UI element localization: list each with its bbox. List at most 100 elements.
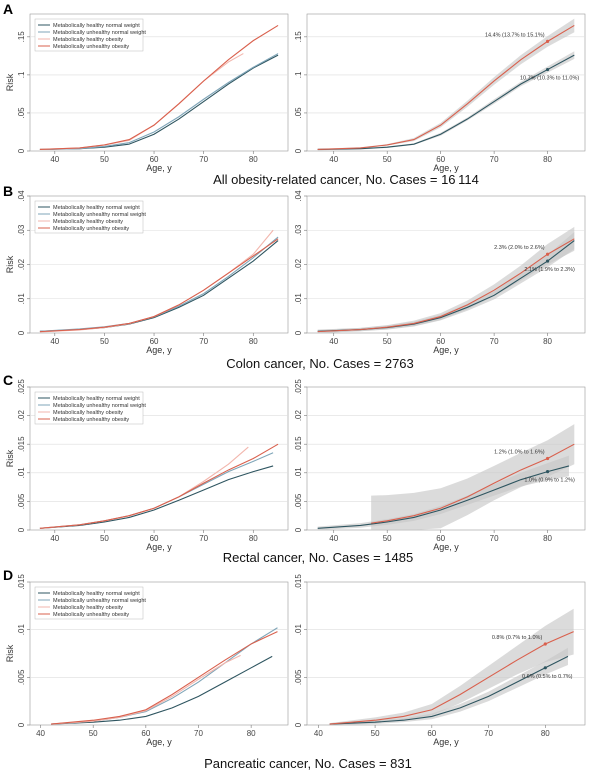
- x-tick-label: 60: [150, 155, 159, 164]
- caption-a: All obesity-related cancer, No. Cases = …: [213, 172, 479, 187]
- y-tick-label: .05: [17, 107, 26, 119]
- y-tick-label: .005: [294, 669, 303, 685]
- x-tick-label: 70: [199, 155, 208, 164]
- legend-label-mho: Metabolically healthy obesity: [53, 605, 123, 611]
- x-tick-label: 40: [50, 155, 59, 164]
- y-axis-label: Risk: [5, 73, 15, 91]
- legend-label-mho: Metabolically healthy obesity: [53, 219, 123, 225]
- y-tick-label: .1: [17, 71, 26, 78]
- panel-label-b: B: [3, 183, 13, 199]
- x-tick-label: 50: [371, 729, 380, 738]
- legend-box: [34, 18, 144, 52]
- y-tick-label: .005: [17, 493, 26, 509]
- x-tick-label: 80: [543, 337, 552, 346]
- panel-label-a: A: [3, 1, 13, 17]
- y-tick-label: 0: [294, 330, 303, 335]
- y-tick-label: .03: [294, 224, 303, 236]
- chart-d-left: 0 .005 .01 .015 40 50 60 70 80 Age, y Risk Metaboli…: [5, 574, 289, 747]
- legend-label-mho: Metabolically healthy obesity: [53, 37, 123, 43]
- x-tick-label: 40: [36, 729, 45, 738]
- x-axis-label: Age, y: [433, 163, 459, 173]
- legend-label-munw: Metabolically unhealthy normal weight: [53, 30, 146, 36]
- series-line-mhnw: [317, 54, 575, 151]
- series-line-muo: [317, 24, 575, 151]
- x-tick-label: 60: [436, 155, 445, 164]
- ci-band-muo: [329, 608, 574, 725]
- x-tick-label: 70: [490, 534, 499, 543]
- x-tick-label: 60: [436, 337, 445, 346]
- y-tick-label: .01: [294, 467, 303, 479]
- caption-c: Rectal cancer, No. Cases = 1485: [223, 550, 413, 565]
- x-tick-label: 80: [249, 534, 258, 543]
- x-axis-label: Age, y: [433, 737, 459, 747]
- y-tick-label: .02: [17, 409, 26, 421]
- panel-label-c: C: [3, 372, 13, 388]
- x-axis-label: Age, y: [146, 163, 172, 173]
- y-tick-label: .015: [294, 436, 303, 452]
- y-axis-label: Risk: [5, 644, 15, 662]
- series-line-mhnw: [51, 655, 273, 725]
- y-tick-label: 0: [17, 722, 26, 727]
- annotation-label-mhnw: 2.1% (1.9% to 2.3%): [524, 267, 575, 273]
- legend-label-muo: Metabolically unhealthy obesity: [53, 612, 129, 618]
- x-tick-label: 50: [89, 729, 98, 738]
- x-tick-label: 70: [199, 337, 208, 346]
- chart-d-right: 0 .005 .01 .015 40 50 60 70 80 Age, y 0.8% (0.7% t…: [294, 574, 586, 747]
- y-tick-label: .04: [17, 190, 26, 202]
- y-tick-label: .02: [17, 258, 26, 270]
- ci-band-mhnw: [317, 51, 575, 151]
- legend-label-muo: Metabolically unhealthy obesity: [53, 417, 129, 423]
- x-tick-label: 40: [50, 534, 59, 543]
- x-tick-label: 80: [249, 337, 258, 346]
- x-tick-label: 50: [383, 534, 392, 543]
- legend-label-mhnw: Metabolically healthy normal weight: [53, 396, 140, 402]
- series-line-mhnw: [329, 655, 569, 725]
- y-tick-label: .01: [17, 467, 26, 479]
- y-tick-label: .05: [294, 107, 303, 119]
- annotation-label-muo: 0.8% (0.7% to 1.0%): [492, 635, 543, 641]
- y-tick-label: 0: [17, 527, 26, 532]
- x-tick-label: 60: [141, 729, 150, 738]
- annotation-label-muo: 14.4% (13.7% to 15.1%): [485, 32, 545, 38]
- legend-label-mhnw: Metabolically healthy normal weight: [53, 591, 140, 597]
- y-tick-label: .005: [17, 669, 26, 685]
- y-tick-label: .015: [17, 436, 26, 452]
- y-tick-label: .02: [294, 409, 303, 421]
- y-tick-label: .01: [17, 293, 26, 305]
- chart-b-left: 0 .01 .02 .03 .04 40 50 60 70 80 Age, y Risk Metabol…: [5, 190, 289, 355]
- y-tick-label: .015: [294, 574, 303, 590]
- y-axis-label: Risk: [5, 449, 15, 467]
- y-tick-label: .01: [17, 624, 26, 636]
- x-tick-label: 80: [543, 534, 552, 543]
- y-tick-label: .02: [294, 258, 303, 270]
- x-tick-label: 50: [383, 155, 392, 164]
- legend-label-mho: Metabolically healthy obesity: [53, 410, 123, 416]
- series-line-mhnw: [39, 465, 274, 529]
- annotation-marker-mhnw: [543, 666, 547, 670]
- series-line-muo: [39, 443, 279, 529]
- chart-b-right: 0 .01 .02 .03 .04 40 50 60 70 80 Age, y 2.3% (2.0% …: [294, 190, 586, 355]
- annotation-label-mhnw: 1.0% (0.9% to 1.2%): [524, 478, 575, 484]
- x-tick-label: 60: [427, 729, 436, 738]
- y-axis-label: Risk: [5, 255, 15, 273]
- y-tick-label: .15: [294, 31, 303, 43]
- x-tick-label: 60: [150, 534, 159, 543]
- panel-c: C 0 .005 .01 .015 .02 .025 40 50 60 70 80 Age, y Ris…: [3, 372, 586, 565]
- y-tick-label: .04: [294, 190, 303, 202]
- x-tick-label: 80: [543, 155, 552, 164]
- y-tick-label: .1: [294, 71, 303, 78]
- legend-label-mhnw: Metabolically healthy normal weight: [53, 205, 140, 211]
- series-line-mhnw: [317, 465, 570, 529]
- series-line-muo: [39, 24, 279, 151]
- x-tick-label: 70: [484, 729, 493, 738]
- chart-c-right: 0 .005 .01 .015 .02 .025 40 50 60 70 80 Age, y 1.2% …: [294, 379, 586, 552]
- series-line-muo: [51, 631, 278, 725]
- legend-label-munw: Metabolically unhealthy normal weight: [53, 403, 146, 409]
- series-line-muo: [371, 443, 575, 524]
- annotation-marker-mhnw: [545, 67, 550, 72]
- y-tick-label: .025: [294, 379, 303, 395]
- chart-a-left: 0 .05 .1 .15 40 50 60 70 80 Age, y Risk Metabolical…: [5, 13, 289, 173]
- annotation-marker-muo: [545, 456, 550, 461]
- panel-a: A 0 .05 .1 .15 40 50 60 70 80 Age, y Risk Metabolic…: [3, 1, 586, 187]
- annotation-marker-mhnw: [545, 259, 550, 263]
